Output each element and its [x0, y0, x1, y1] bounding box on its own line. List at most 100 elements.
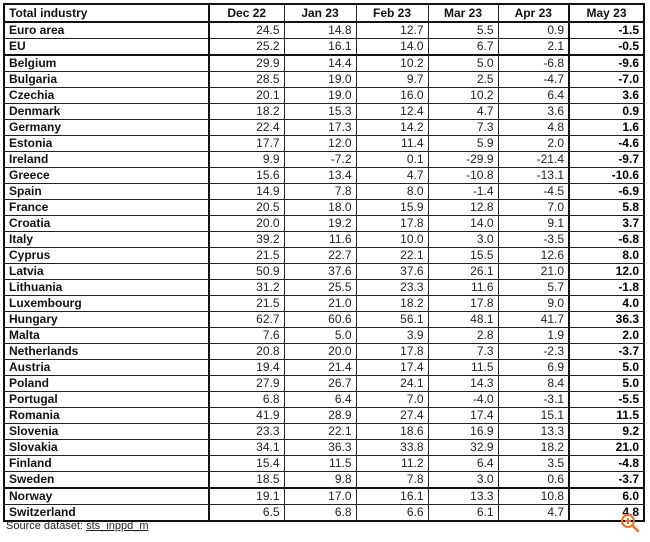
table-row: Austria 19.4 21.4 17.4 11.5 6.9 5.0	[3, 359, 645, 376]
table-cell: 0.9	[568, 103, 645, 120]
row-label: Hungary	[3, 311, 210, 328]
table-cell: -3.7	[568, 471, 645, 489]
row-label: Spain	[3, 183, 210, 200]
table-cell: 41.7	[497, 311, 570, 328]
header-total-industry: Total industry	[3, 3, 210, 23]
table-cell: 22.1	[283, 423, 357, 440]
table-row: Switzerland 6.5 6.8 6.6 6.1 4.7 4.8	[3, 504, 645, 522]
table-cell: 6.7	[427, 38, 499, 56]
table-cell: 17.8	[427, 295, 499, 312]
table-cell: 21.5	[208, 295, 285, 312]
source-dataset-link[interactable]: sts_inppd_m	[86, 520, 149, 532]
table-cell: 7.8	[355, 471, 429, 489]
table-cell: 12.4	[355, 103, 429, 120]
table-cell: 28.9	[283, 407, 357, 424]
table-cell: 20.0	[208, 215, 285, 232]
table-row: EU 25.2 16.1 14.0 6.7 2.1 -0.5	[3, 38, 645, 56]
table-cell: 31.2	[208, 279, 285, 296]
row-label: Norway	[3, 487, 210, 505]
table-row: Ireland 9.9 -7.2 0.1 -29.9 -21.4 -9.7	[3, 151, 645, 168]
table-cell: 19.2	[283, 215, 357, 232]
table-cell: 10.2	[355, 54, 429, 72]
table-cell: 7.0	[497, 199, 570, 216]
table-cell: 17.8	[355, 343, 429, 360]
row-label: Switzerland	[3, 504, 210, 522]
row-label: Sweden	[3, 471, 210, 489]
table-cell: -6.8	[568, 231, 645, 248]
table-cell: -10.6	[568, 167, 645, 184]
table-cell: 20.1	[208, 87, 285, 104]
table-cell: 4.7	[497, 504, 570, 522]
table-cell: 16.1	[355, 487, 429, 505]
table-cell: 12.7	[355, 21, 429, 39]
table-cell: 7.0	[355, 391, 429, 408]
table-row: Finland 15.4 11.5 11.2 6.4 3.5 -4.8	[3, 455, 645, 472]
table-row: Hungary 62.7 60.6 56.1 48.1 41.7 36.3	[3, 311, 645, 328]
table-row: Denmark 18.2 15.3 12.4 4.7 3.6 0.9	[3, 103, 645, 120]
row-label: Poland	[3, 375, 210, 392]
table-cell: 18.2	[208, 103, 285, 120]
table-cell: 7.8	[283, 183, 357, 200]
row-label: Euro area	[3, 21, 210, 39]
table-cell: 4.8	[497, 119, 570, 136]
table-cell: 8.0	[568, 247, 645, 264]
table-row: France 20.5 18.0 15.9 12.8 7.0 5.8	[3, 199, 645, 216]
row-label: Latvia	[3, 263, 210, 280]
table-row: Croatia 20.0 19.2 17.8 14.0 9.1 3.7	[3, 215, 645, 232]
table-cell: 21.4	[283, 359, 357, 376]
table-row: Bulgaria 28.5 19.0 9.7 2.5 -4.7 -7.0	[3, 71, 645, 88]
table-cell: 17.4	[427, 407, 499, 424]
table-cell: -6.8	[497, 54, 570, 72]
zoom-in-icon[interactable]	[620, 513, 640, 533]
table-row: Malta 7.6 5.0 3.9 2.8 1.9 2.0	[3, 327, 645, 344]
row-label: Italy	[3, 231, 210, 248]
table-cell: -0.5	[568, 38, 645, 56]
table-cell: 23.3	[208, 423, 285, 440]
table-cell: 6.8	[283, 504, 357, 522]
table-cell: 7.3	[427, 119, 499, 136]
row-label: EU	[3, 38, 210, 56]
source-label: Source dataset:	[6, 520, 87, 532]
table-cell: 9.1	[497, 215, 570, 232]
table-cell: 6.6	[355, 504, 429, 522]
table-cell: 22.7	[283, 247, 357, 264]
table-row: Lithuania 31.2 25.5 23.3 11.6 5.7 -1.8	[3, 279, 645, 296]
row-label: Portugal	[3, 391, 210, 408]
table-cell: 19.1	[208, 487, 285, 505]
row-label: Finland	[3, 455, 210, 472]
row-label: Lithuania	[3, 279, 210, 296]
table-cell: 18.6	[355, 423, 429, 440]
table-cell: 0.1	[355, 151, 429, 168]
table-cell: 6.5	[208, 504, 285, 522]
table-cell: 50.9	[208, 263, 285, 280]
table-row: Latvia 50.9 37.6 37.6 26.1 21.0 12.0	[3, 263, 645, 280]
table-cell: 13.3	[427, 487, 499, 505]
table-cell: 5.8	[568, 199, 645, 216]
table-cell: 4.7	[427, 103, 499, 120]
table-cell: 39.2	[208, 231, 285, 248]
row-label: Romania	[3, 407, 210, 424]
table-cell: 20.0	[283, 343, 357, 360]
table-cell: 15.1	[497, 407, 570, 424]
table-cell: 25.2	[208, 38, 285, 56]
table-cell: 6.1	[427, 504, 499, 522]
table-cell: 25.5	[283, 279, 357, 296]
header-may-23: May 23	[568, 3, 645, 23]
table-cell: -7.2	[283, 151, 357, 168]
table-row: Cyprus 21.5 22.7 22.1 15.5 12.6 8.0	[3, 247, 645, 264]
table-cell: -6.9	[568, 183, 645, 200]
table-cell: -7.0	[568, 71, 645, 88]
source-line: Source dataset: sts_inppd_m	[6, 520, 148, 532]
table-cell: 12.6	[497, 247, 570, 264]
row-label: Croatia	[3, 215, 210, 232]
table-cell: 34.1	[208, 439, 285, 456]
table-cell: 26.1	[427, 263, 499, 280]
table-cell: 12.0	[283, 135, 357, 152]
table-cell: 19.4	[208, 359, 285, 376]
row-label: Bulgaria	[3, 71, 210, 88]
table-row: Slovakia 34.1 36.3 33.8 32.9 18.2 21.0	[3, 439, 645, 456]
row-label: Denmark	[3, 103, 210, 120]
table-cell: 1.9	[497, 327, 570, 344]
row-label: Malta	[3, 327, 210, 344]
row-label: Austria	[3, 359, 210, 376]
